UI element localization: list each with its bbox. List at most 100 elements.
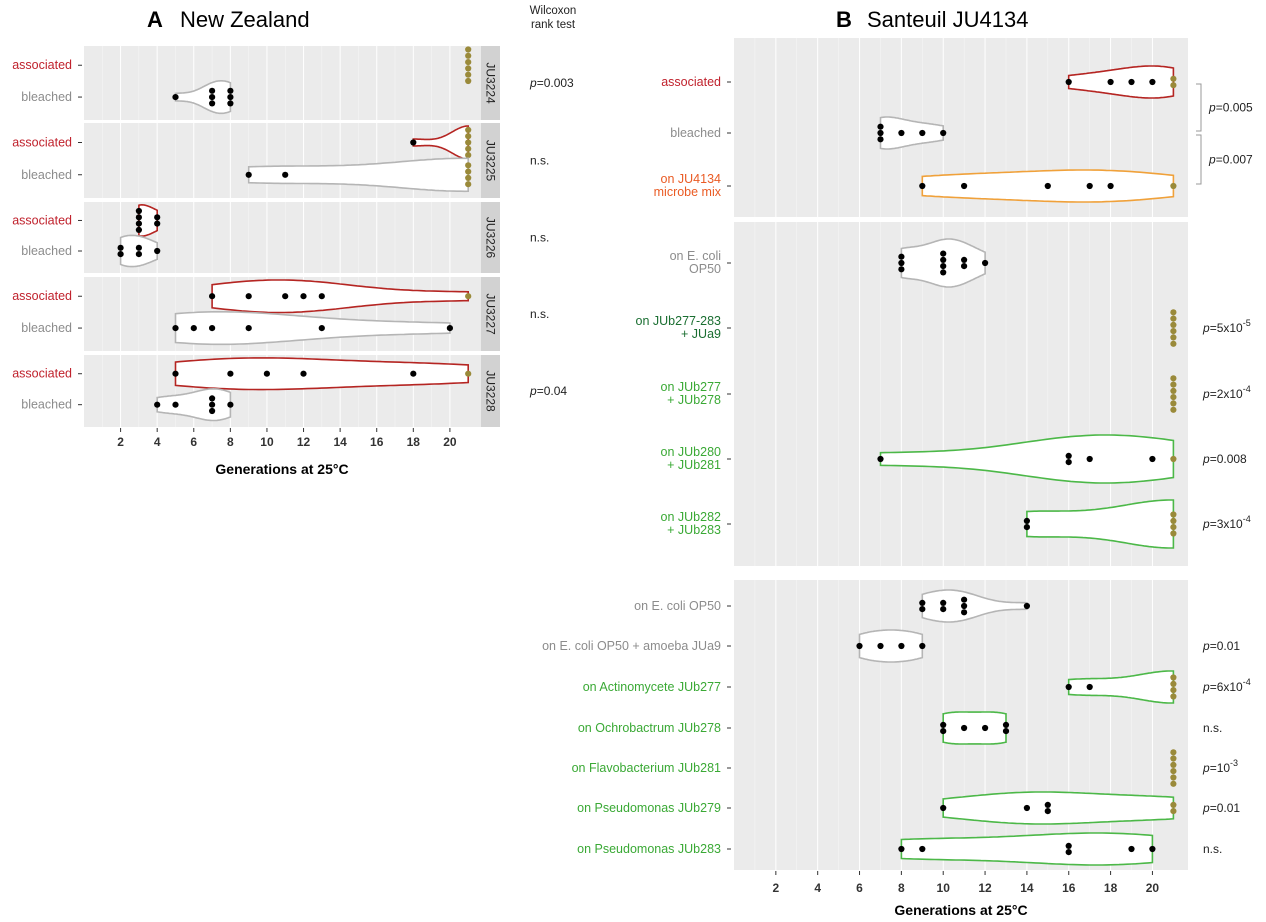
data-point	[465, 181, 472, 188]
data-point	[919, 642, 926, 650]
row-label: on E. coli OP50	[634, 599, 721, 613]
data-point	[1086, 182, 1093, 190]
row-label: on E. coli OP50 + amoeba JUa9	[542, 639, 721, 653]
row-label: associated	[12, 58, 72, 72]
data-point	[172, 94, 179, 101]
x-tick-label: 6	[856, 881, 863, 895]
violin	[858, 629, 924, 663]
x-tick-label: 10	[937, 881, 951, 895]
data-point	[209, 100, 216, 107]
data-point	[898, 259, 905, 267]
row-pvalue: p=3x10-4	[1202, 514, 1251, 531]
data-point	[940, 728, 947, 735]
data-point	[135, 251, 142, 258]
data-point	[1170, 517, 1177, 525]
pvalue-value: =0.003	[537, 76, 574, 90]
data-point	[919, 182, 926, 190]
data-point	[117, 244, 124, 251]
data-point	[465, 293, 472, 300]
data-point	[1170, 680, 1177, 688]
facet-strip	[481, 123, 500, 198]
row-label: on JUb282	[661, 510, 722, 524]
pvalue-p: p	[1202, 680, 1210, 694]
facet-strip-label: JU3224	[484, 62, 498, 104]
facet-strip-label: JU3227	[484, 293, 498, 335]
row-label: associated	[12, 213, 72, 227]
x-tick-label: 2	[117, 435, 124, 449]
x-tick-label: 4	[814, 881, 821, 895]
data-point	[172, 325, 179, 332]
row-label: on Pseudomonas JUb283	[577, 842, 721, 856]
x-tick-label: 18	[1104, 881, 1118, 895]
facet-strip	[481, 202, 500, 273]
facet-strip	[481, 46, 500, 120]
data-point	[961, 609, 968, 616]
row-label: on Ochrobactrum JUb278	[578, 721, 721, 735]
row-label: associated	[661, 75, 721, 89]
facet-strip	[481, 355, 500, 427]
data-point	[465, 46, 472, 53]
data-point	[982, 259, 989, 267]
pvalue-p: p	[1202, 517, 1210, 531]
x-tick-label: 20	[1146, 881, 1160, 895]
data-point	[1170, 406, 1177, 413]
violin	[138, 204, 158, 237]
x-tick-label: 8	[227, 435, 234, 449]
data-point	[919, 599, 926, 607]
data-point	[209, 407, 216, 415]
row-pvalue: p=10-3	[1202, 758, 1238, 775]
data-point	[227, 370, 234, 377]
data-point	[227, 100, 234, 107]
data-point	[961, 256, 968, 263]
row-label: + JUb283	[667, 523, 721, 537]
violin	[211, 279, 469, 314]
pvalue-p: p	[1202, 387, 1210, 401]
data-point	[1107, 78, 1114, 86]
data-point	[856, 642, 863, 650]
data-point	[1170, 375, 1177, 382]
significance-bracket	[1196, 83, 1202, 132]
pvalue-p: p	[529, 384, 537, 398]
pvalue-value: =0.008	[1210, 452, 1247, 466]
data-point	[1170, 340, 1177, 347]
data-point	[877, 455, 884, 463]
data-point	[465, 139, 472, 146]
x-tick-label: 18	[407, 435, 421, 449]
row-label: on JU4134	[661, 172, 722, 186]
bracket-pvalue: p=0.007	[1208, 153, 1253, 167]
violin	[174, 357, 469, 391]
data-point	[209, 401, 216, 408]
data-point	[154, 220, 161, 227]
data-point	[1044, 182, 1051, 190]
data-point	[1170, 328, 1177, 335]
bracket-pvalue: p=0.005	[1208, 101, 1253, 115]
data-point	[465, 52, 472, 59]
data-point	[961, 602, 968, 610]
data-point	[300, 293, 307, 300]
row-label: + JUb278	[667, 393, 721, 407]
data-point	[1002, 728, 1010, 735]
data-point	[1149, 845, 1156, 853]
panel-b-letter: B	[836, 7, 852, 32]
row-pvalue: n.s.	[1203, 842, 1222, 856]
data-point	[1170, 530, 1177, 537]
data-point	[1170, 693, 1177, 700]
data-point	[465, 162, 472, 169]
pvalue-value: =0.005	[1216, 101, 1253, 115]
row-pvalue: p=5x10-5	[1202, 318, 1251, 335]
data-point	[940, 263, 947, 270]
row-pvalue: p=0.01	[1202, 801, 1240, 815]
data-point	[1023, 804, 1030, 812]
wilcoxon-pvalue: n.s.	[530, 231, 549, 245]
data-point	[1170, 755, 1177, 762]
pvalue-value: =5x10	[1210, 321, 1243, 335]
data-point	[1023, 524, 1030, 531]
data-point	[465, 174, 472, 181]
data-point	[1170, 768, 1177, 775]
wilcoxon-header-line1: Wilcoxon	[530, 5, 577, 17]
row-label: + JUb281	[667, 458, 721, 472]
data-point	[1170, 780, 1177, 787]
data-point	[1170, 801, 1177, 809]
